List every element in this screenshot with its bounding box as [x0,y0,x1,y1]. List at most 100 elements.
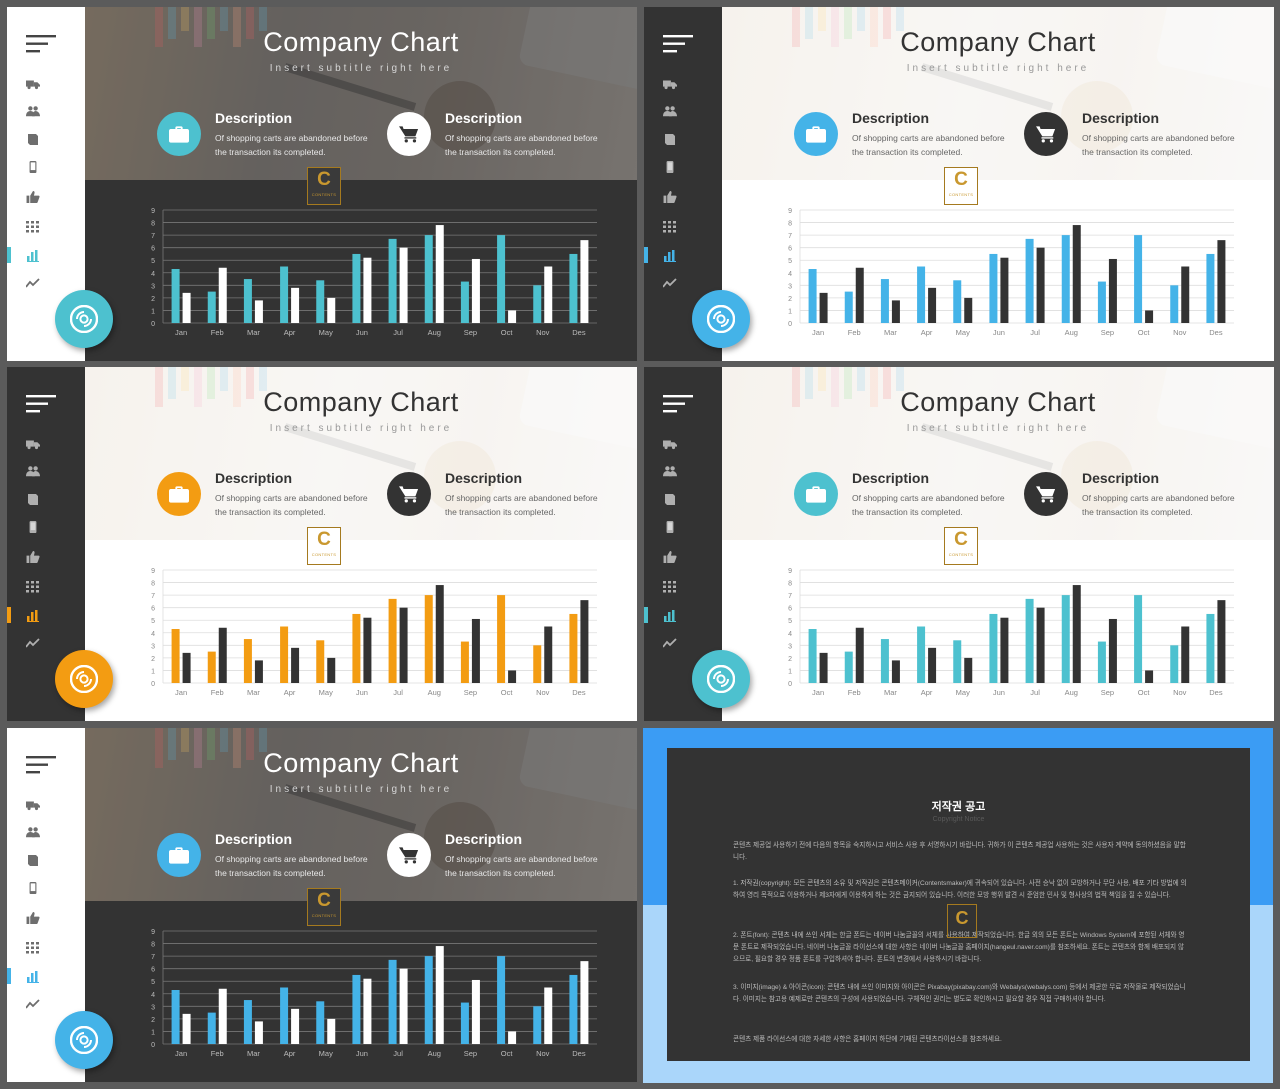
bar-series-2 [580,600,589,683]
bar-chart-icon[interactable] [25,609,41,623]
book-icon[interactable] [25,492,41,506]
bar-series-2 [471,979,480,1044]
bar-series-2 [1145,310,1154,323]
x-tick-label: Oct [501,1049,514,1058]
users-icon[interactable] [25,464,41,478]
description-block-2: Description Of shopping carts are abandon… [387,465,607,525]
description-text: Of shopping carts are abandoned before t… [1082,493,1235,517]
bar-series-2 [1072,585,1081,683]
chart-slide: Company Chart Insert subtitle right here D… [7,367,637,721]
description-text: Of shopping carts are abandoned before t… [445,493,598,517]
x-tick-label: May [956,688,970,697]
bar-series-2 [291,1008,300,1044]
bar-series-1 [917,626,926,683]
x-tick-label: Jan [812,688,824,697]
y-tick-label: 9 [788,208,792,215]
disc-icon [70,305,98,333]
description-block-2: Description Of shopping carts are abandon… [1024,465,1244,525]
truck-icon[interactable] [662,77,678,91]
thumbs-up-icon[interactable] [25,550,41,564]
y-tick-label: 8 [151,221,155,228]
grid-icon[interactable] [662,580,678,594]
bar-series-1 [388,598,397,683]
x-tick-label: Oct [501,688,514,697]
y-tick-label: 3 [788,643,792,650]
bar-series-1 [569,974,578,1044]
bar-series-1 [1206,613,1215,683]
x-tick-label: Jan [812,328,824,337]
menu-icon[interactable] [26,35,56,53]
book-icon[interactable] [662,132,678,146]
thumbs-up-icon[interactable] [25,190,41,204]
disc-icon-button[interactable] [55,1011,113,1069]
book-icon[interactable] [25,132,41,146]
phone-icon[interactable] [25,520,41,534]
badge-text: CONTENTS [948,192,974,197]
phone-icon[interactable] [25,160,41,174]
phone-icon[interactable] [662,160,678,174]
trend-line-icon[interactable] [662,636,678,650]
thumbs-up-icon[interactable] [662,190,678,204]
book-icon[interactable] [662,492,678,506]
x-tick-label: Des [1209,328,1223,337]
menu-icon[interactable] [663,395,693,413]
bar-series-2 [435,946,444,1044]
users-icon[interactable] [25,104,41,118]
truck-icon[interactable] [25,798,41,812]
disc-icon-button[interactable] [55,290,113,348]
grid-icon[interactable] [25,580,41,594]
x-tick-label: Jul [1030,688,1040,697]
x-tick-label: Nov [536,1049,550,1058]
grid-icon[interactable] [662,220,678,234]
description-text: Of shopping carts are abandoned before t… [445,133,598,157]
menu-icon[interactable] [26,756,56,774]
bar-chart-icon[interactable] [662,249,678,263]
briefcase-icon [794,112,838,156]
description-block-1: Description Of shopping carts are abandon… [157,105,377,165]
truck-icon[interactable] [25,437,41,451]
phone-icon[interactable] [25,881,41,895]
disc-icon [70,1026,98,1054]
description-title: Description [445,831,523,847]
copyright-watermark-logo: C [947,904,977,938]
chart-slide: Company Chart Insert subtitle right here D… [7,7,637,361]
bar-chart-icon[interactable] [25,970,41,984]
disc-icon-button[interactable] [55,650,113,708]
disc-icon-button[interactable] [692,290,750,348]
x-tick-label: Jul [393,328,403,337]
bar-series-1 [989,613,998,683]
truck-icon[interactable] [25,77,41,91]
phone-icon[interactable] [662,520,678,534]
menu-icon[interactable] [26,395,56,413]
y-tick-label: 4 [151,631,155,638]
users-icon[interactable] [662,104,678,118]
users-icon[interactable] [25,825,41,839]
briefcase-icon [794,472,838,516]
trend-line-icon[interactable] [662,276,678,290]
thumbs-up-icon[interactable] [25,911,41,925]
bar-series-2 [182,1013,191,1044]
thumbs-up-icon[interactable] [662,550,678,564]
grid-icon[interactable] [25,220,41,234]
menu-icon[interactable] [663,35,693,53]
bar-series-2 [471,258,480,323]
trend-line-icon[interactable] [25,997,41,1011]
bar-series-1 [497,595,506,683]
trend-line-icon[interactable] [25,276,41,290]
book-icon[interactable] [25,853,41,867]
users-icon[interactable] [662,464,678,478]
bar-series-1 [844,651,853,683]
truck-icon[interactable] [662,437,678,451]
grid-icon[interactable] [25,941,41,955]
contents-logo-badge: C CONTENTS [307,527,341,565]
y-tick-label: 2 [788,656,792,663]
disc-icon-button[interactable] [692,650,750,708]
disc-icon [707,305,735,333]
bar-chart-icon[interactable] [662,609,678,623]
bar-chart-icon[interactable] [25,249,41,263]
bar-series-2 [964,297,973,323]
y-tick-label: 9 [151,208,155,215]
x-tick-label: Jul [393,1049,403,1058]
trend-line-icon[interactable] [25,636,41,650]
slide-title: Company Chart [900,387,1096,417]
